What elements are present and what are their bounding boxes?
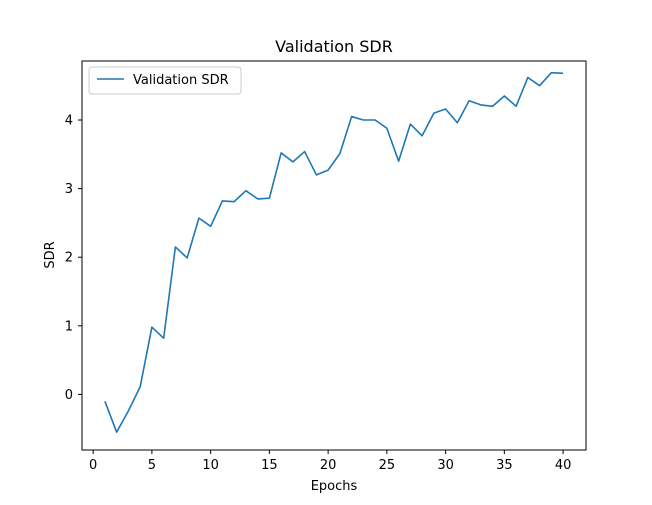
series-layer <box>104 71 564 433</box>
y-tick-label: 2 <box>65 251 73 266</box>
y-tick-label: 1 <box>65 319 73 334</box>
x-tick-label: 5 <box>148 458 156 473</box>
x-tick-label: 30 <box>437 458 454 473</box>
plot-frame <box>81 60 587 451</box>
legend: Validation SDR <box>88 66 242 95</box>
legend-frame <box>88 66 242 95</box>
series-line <box>104 71 564 433</box>
y-axis-label: SDR <box>43 241 58 268</box>
y-tick-label: 3 <box>65 182 73 197</box>
y-tick-label: 0 <box>65 388 73 403</box>
x-tick-label: 40 <box>555 458 572 473</box>
x-axis-ticks: 0 5 10 15 20 25 30 35 40 <box>89 450 571 473</box>
chart-title: Validation SDR <box>275 37 393 56</box>
y-axis-ticks: 0 1 2 3 4 <box>65 114 82 403</box>
x-axis-label: Epochs <box>311 479 358 494</box>
x-tick-label: 35 <box>496 458 513 473</box>
x-tick-label: 0 <box>89 458 97 473</box>
x-tick-label: 25 <box>379 458 396 473</box>
x-tick-label: 10 <box>202 458 219 473</box>
x-tick-label: 20 <box>320 458 337 473</box>
legend-label: Validation SDR <box>133 73 229 88</box>
x-tick-label: 15 <box>261 458 278 473</box>
y-tick-label: 4 <box>65 114 73 129</box>
